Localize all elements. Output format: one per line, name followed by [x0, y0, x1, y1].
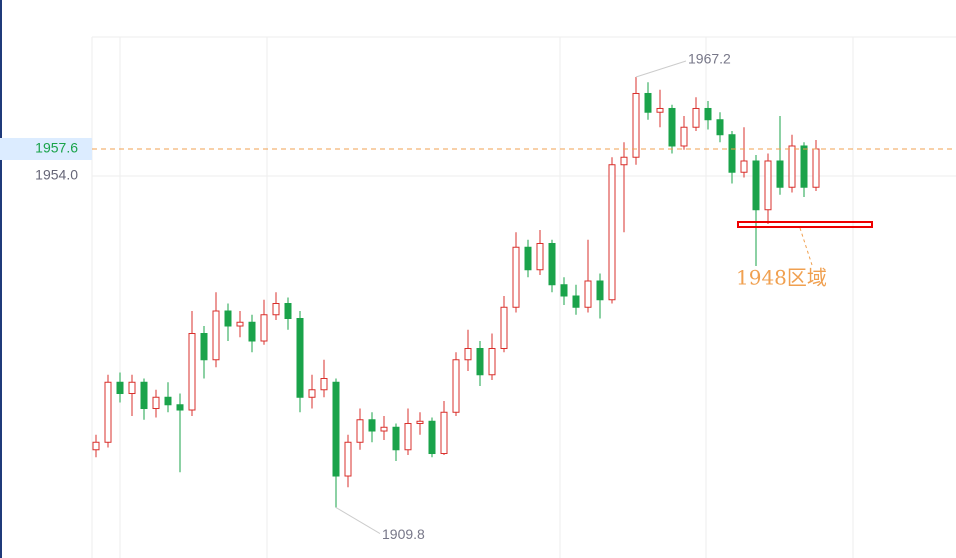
candle-body	[332, 381, 340, 477]
candle-body	[200, 333, 208, 361]
candle-body	[764, 160, 772, 211]
candle-body	[728, 134, 736, 173]
candle-body	[680, 126, 688, 147]
candle-body	[440, 411, 448, 455]
candle-body	[176, 404, 184, 411]
vertical-grid	[119, 37, 854, 558]
high-pointer	[635, 60, 687, 78]
low-label: 1909.8	[382, 526, 425, 542]
candle-body	[464, 348, 472, 361]
candle-body	[380, 426, 388, 432]
candle-body	[236, 321, 244, 327]
candle-body	[752, 160, 760, 211]
candle-body	[800, 145, 808, 188]
candle-body	[296, 318, 304, 398]
left-border	[0, 0, 2, 558]
candle-body	[500, 306, 508, 350]
last-price-box	[0, 137, 92, 160]
candle-body	[152, 396, 160, 410]
candle-body	[356, 419, 364, 443]
candle-body	[644, 92, 652, 113]
candle-body	[716, 119, 724, 136]
candle-body	[368, 419, 376, 432]
candle-body	[284, 303, 292, 320]
candle-body	[632, 92, 640, 158]
candle-body	[488, 348, 496, 376]
candle-body	[548, 242, 556, 286]
candle-body	[620, 156, 628, 166]
candle-body	[104, 381, 112, 443]
candle-body	[212, 310, 220, 361]
candle-body	[416, 420, 424, 425]
candle-body	[140, 381, 148, 410]
low-pointer	[335, 507, 381, 534]
candle-body	[596, 280, 604, 301]
candle-body	[308, 389, 316, 398]
candle-body	[668, 107, 676, 147]
candle-body	[344, 441, 352, 477]
candle-body	[272, 303, 280, 316]
candle-body	[740, 160, 748, 173]
candle-body	[452, 359, 460, 413]
candle-body	[476, 348, 484, 376]
candle-body	[128, 381, 136, 395]
candle-body	[812, 148, 820, 188]
candle-body	[92, 441, 100, 451]
candle-body	[320, 378, 328, 391]
candle-body	[704, 107, 712, 121]
candle-body	[656, 107, 664, 113]
candle-body	[524, 246, 532, 271]
candle-body	[512, 246, 520, 308]
candle-body	[392, 426, 400, 451]
candle-body	[692, 107, 700, 128]
candle-body	[788, 145, 796, 188]
candle-body	[428, 420, 436, 455]
zone-box	[737, 221, 873, 228]
candle-body	[572, 295, 580, 308]
candle-body	[404, 423, 412, 451]
candle-body	[536, 242, 544, 271]
zone-label: 1948区域	[736, 266, 827, 290]
high-label: 1967.2	[688, 51, 731, 67]
candle-body	[608, 164, 616, 301]
y-tick-label: 1954.0	[35, 167, 78, 183]
candle-body	[188, 333, 196, 411]
zone-pointer	[799, 227, 813, 266]
candle-body	[116, 381, 124, 395]
candle-body	[584, 280, 592, 308]
candle-body	[560, 284, 568, 297]
candle-body	[164, 396, 172, 406]
candle-body	[776, 160, 784, 188]
candle-body	[248, 321, 256, 342]
candle-body	[224, 310, 232, 327]
candle-body	[260, 314, 268, 342]
last-price-label: 1957.6	[35, 140, 78, 156]
